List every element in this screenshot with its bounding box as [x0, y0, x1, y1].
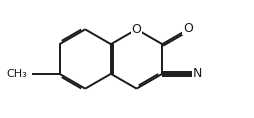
Text: CH₃: CH₃: [6, 69, 27, 79]
Text: O: O: [132, 23, 141, 36]
Text: O: O: [183, 22, 193, 35]
Text: N: N: [193, 67, 202, 80]
